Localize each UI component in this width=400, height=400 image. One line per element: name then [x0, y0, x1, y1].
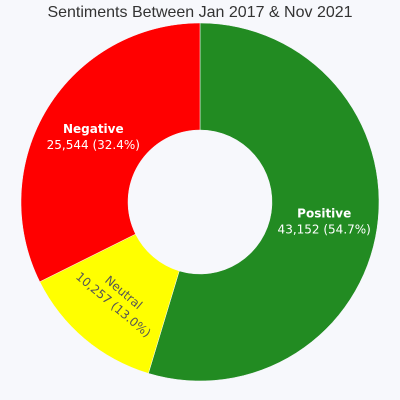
slices-layer: [20, 22, 380, 382]
slice-label-value: 43,152 (54.7%): [278, 222, 371, 236]
slice-neutral: [39, 233, 180, 374]
slice-negative: [20, 22, 201, 283]
slice-label-positive: Positive 43,152 (54.7%): [278, 206, 371, 236]
slice-label-value: 25,544 (32.4%): [47, 138, 140, 152]
slice-positive: [148, 22, 380, 382]
slice-label-name: Positive: [297, 206, 351, 220]
slice-label-negative: Negative 25,544 (32.4%): [47, 122, 140, 152]
chart-title: Sentiments Between Jan 2017 & Nov 2021: [47, 4, 352, 21]
slice-label-name: Negative: [63, 122, 124, 136]
